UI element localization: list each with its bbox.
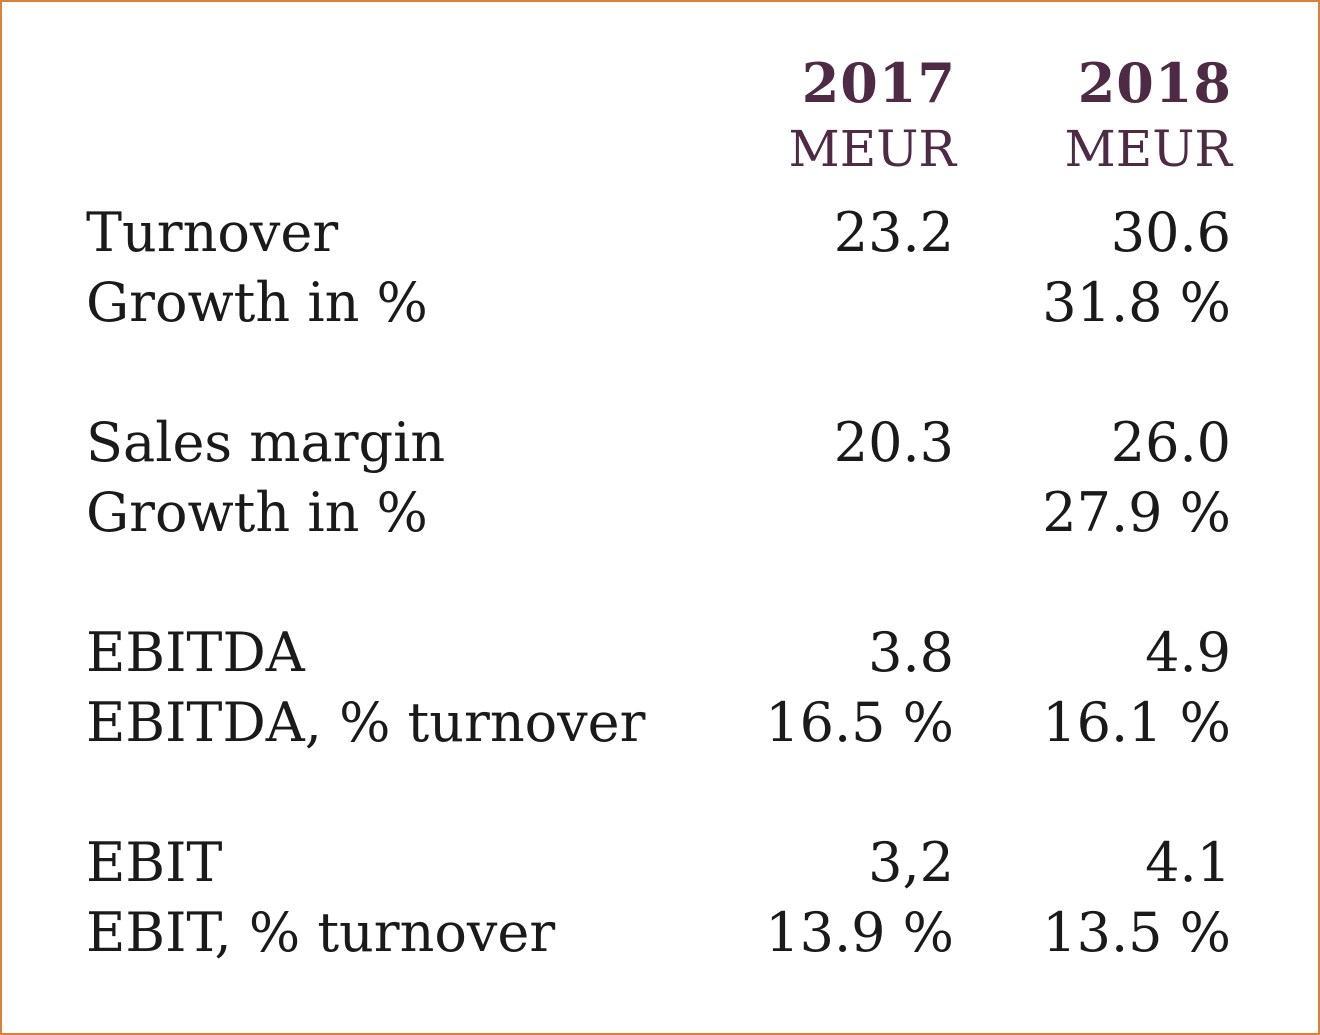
value-2018: 4.9 bbox=[1145, 621, 1231, 684]
value-2018: 26.0 bbox=[1110, 411, 1231, 474]
table-row: EBIT 3,2 4.1 bbox=[0, 836, 1320, 906]
value-2018: 4.1 bbox=[1145, 831, 1231, 894]
row-label: EBIT bbox=[86, 831, 223, 894]
value-2017: 16.5 % bbox=[765, 691, 954, 754]
value-2018: 13.5 % bbox=[1042, 901, 1231, 964]
row-label: Growth in % bbox=[86, 481, 428, 544]
table-row: EBIT, % turnover 13.9 % 13.5 % bbox=[0, 906, 1320, 976]
value-2018: 31.8 % bbox=[1042, 271, 1231, 334]
column-year: 2018 bbox=[1077, 51, 1232, 115]
value-2017: 3,2 bbox=[868, 831, 954, 894]
row-label: EBIT, % turnover bbox=[86, 901, 556, 964]
column-year: 2017 bbox=[801, 51, 956, 115]
row-label: Growth in % bbox=[86, 271, 428, 334]
row-label: EBITDA bbox=[86, 621, 305, 684]
table-row: EBITDA 3.8 4.9 bbox=[0, 626, 1320, 696]
row-label: Sales margin bbox=[86, 411, 446, 474]
value-2017: 13.9 % bbox=[765, 901, 954, 964]
table-row: Sales margin 20.3 26.0 bbox=[0, 416, 1320, 486]
row-label: Turnover bbox=[86, 201, 339, 264]
value-2018: 30.6 bbox=[1110, 201, 1231, 264]
column-unit: MEUR bbox=[788, 120, 956, 178]
table-row: Turnover 23.2 30.6 bbox=[0, 206, 1320, 276]
column-header-2017: 2017 MEUR bbox=[789, 56, 956, 174]
value-2018: 16.1 % bbox=[1042, 691, 1231, 754]
column-header-2018: 2018 MEUR bbox=[1065, 56, 1232, 174]
value-2017: 3.8 bbox=[868, 621, 954, 684]
table-row: Growth in % 31.8 % bbox=[0, 276, 1320, 346]
value-2017: 20.3 bbox=[833, 411, 954, 474]
value-2018: 27.9 % bbox=[1042, 481, 1231, 544]
table-row: Growth in % 27.9 % bbox=[0, 486, 1320, 556]
table-row: EBITDA, % turnover 16.5 % 16.1 % bbox=[0, 696, 1320, 766]
value-2017: 23.2 bbox=[833, 201, 954, 264]
column-unit: MEUR bbox=[1064, 120, 1232, 178]
row-label: EBITDA, % turnover bbox=[86, 691, 646, 754]
